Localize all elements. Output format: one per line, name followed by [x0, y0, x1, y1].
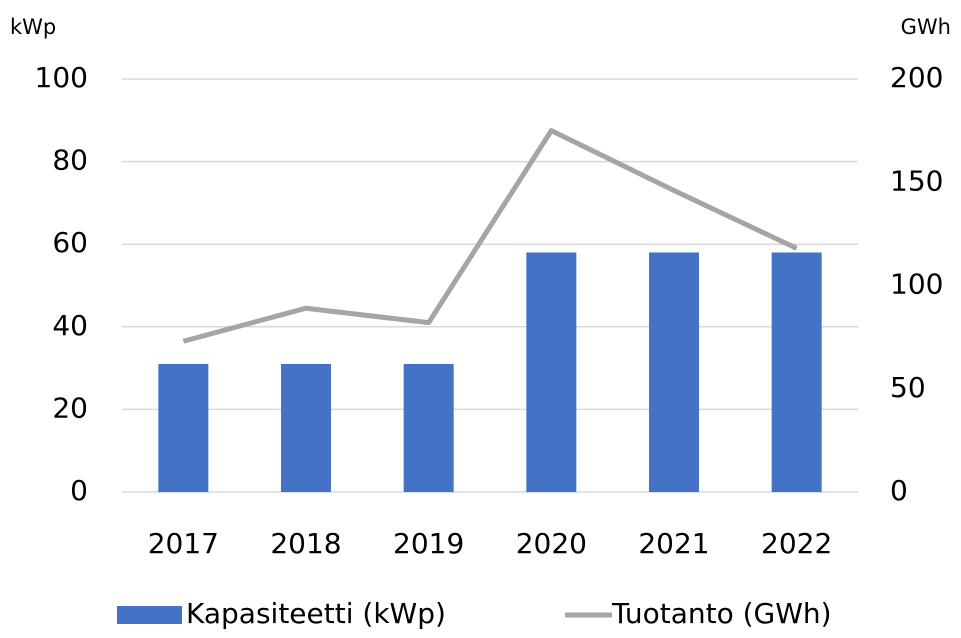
y-tick-label: 0: [70, 474, 88, 507]
y2-tick-label: 200: [890, 61, 943, 94]
legend-label: Kapasiteetti (kWp): [186, 597, 446, 630]
y-tick-label: 80: [52, 144, 88, 177]
y2-axis-label: GWh: [901, 15, 951, 39]
y2-tick-label: 150: [890, 164, 943, 197]
x-tick-label: 2018: [270, 527, 341, 560]
bar: [649, 252, 699, 492]
x-tick-label: 2017: [148, 527, 219, 560]
x-tick-label: 2021: [638, 527, 709, 560]
y-tick-label: 60: [52, 226, 88, 259]
legend-swatch: [117, 606, 182, 624]
legend-label: Tuotanto (GWh): [611, 597, 832, 630]
bar: [771, 252, 822, 492]
bar: [526, 252, 577, 492]
y-axis-label: kWp: [10, 15, 56, 39]
x-tick-label: 2020: [516, 527, 587, 560]
bar: [403, 363, 454, 492]
x-tick-label: 2022: [761, 527, 832, 560]
y2-tick-label: 0: [890, 474, 908, 507]
y-tick-label: 20: [52, 391, 88, 424]
bar: [281, 363, 331, 492]
line: [182, 128, 798, 344]
y-tick-label: 40: [52, 309, 88, 342]
y2-tick-label: 100: [890, 268, 943, 301]
y-tick-label: 100: [35, 61, 88, 94]
x-tick-label: 2019: [393, 527, 464, 560]
bar: [158, 363, 209, 492]
y2-tick-label: 50: [890, 371, 926, 404]
